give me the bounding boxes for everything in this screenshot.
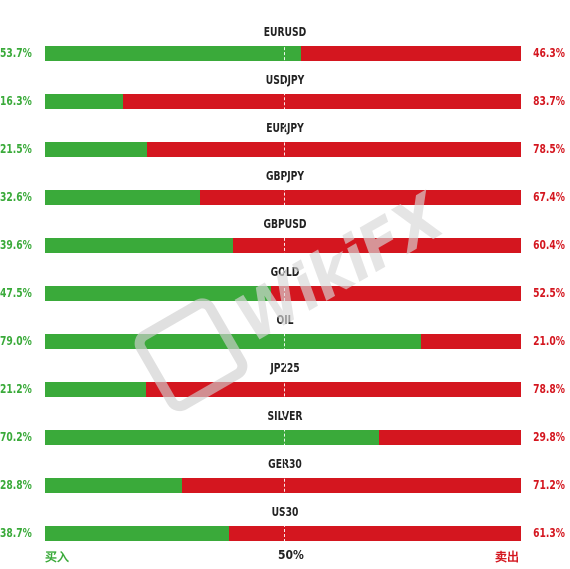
buy-percent-label: 21.5% bbox=[0, 142, 32, 156]
sell-percent-label: 60.4% bbox=[533, 238, 565, 252]
sell-bar bbox=[45, 430, 521, 445]
sell-bar bbox=[45, 142, 521, 157]
buy-bar bbox=[45, 286, 272, 301]
buy-percent-label: 32.6% bbox=[0, 190, 32, 204]
buy-bar bbox=[45, 430, 380, 445]
buy-percent-label: 28.8% bbox=[0, 478, 32, 492]
category-label: US30 bbox=[271, 505, 299, 519]
buy-bar bbox=[45, 94, 123, 109]
buy-percent-label: 38.7% bbox=[0, 526, 32, 540]
category-label: EURJPY bbox=[266, 121, 304, 135]
category-label: SILVER bbox=[267, 409, 303, 423]
buy-percent-label: 47.5% bbox=[0, 286, 32, 300]
category-label: GER30 bbox=[268, 457, 302, 471]
sell-percent-label: 71.2% bbox=[533, 478, 565, 492]
sell-percent-label: 83.7% bbox=[533, 94, 565, 108]
buy-bar bbox=[45, 142, 148, 157]
buy-bar bbox=[45, 526, 230, 541]
buy-bar bbox=[45, 334, 422, 349]
sell-percent-label: 67.4% bbox=[533, 190, 565, 204]
category-label: USDJPY bbox=[265, 73, 305, 87]
buy-percent-label: 21.2% bbox=[0, 382, 32, 396]
sell-bar bbox=[45, 190, 521, 205]
buy-bar bbox=[45, 190, 201, 205]
buy-bar bbox=[45, 46, 301, 61]
footer-sell-label: 卖出 bbox=[495, 550, 520, 564]
buy-bar bbox=[45, 238, 234, 253]
buy-percent-label: 70.2% bbox=[0, 430, 32, 444]
buy-bar bbox=[45, 478, 183, 493]
sell-percent-label: 29.8% bbox=[533, 430, 565, 444]
footer-mid-label: 50% bbox=[278, 548, 304, 562]
sell-percent-label: 61.3% bbox=[533, 526, 565, 540]
sell-bar bbox=[45, 478, 521, 493]
sell-percent-label: 78.8% bbox=[533, 382, 565, 396]
category-label: GBPUSD bbox=[263, 217, 307, 231]
buy-bar bbox=[45, 382, 146, 397]
sell-percent-label: 52.5% bbox=[533, 286, 565, 300]
sell-percent-label: 46.3% bbox=[533, 46, 565, 60]
buy-percent-label: 39.6% bbox=[0, 238, 32, 252]
buy-percent-label: 79.0% bbox=[0, 334, 32, 348]
sell-bar bbox=[45, 238, 521, 253]
category-label: GBPJPY bbox=[265, 169, 305, 183]
sell-bar bbox=[45, 334, 521, 349]
buy-percent-label: 53.7% bbox=[0, 46, 32, 60]
category-label: JP225 bbox=[270, 361, 300, 375]
sell-bar bbox=[45, 94, 521, 109]
buy-percent-label: 16.3% bbox=[0, 94, 32, 108]
sell-percent-label: 78.5% bbox=[533, 142, 565, 156]
footer-buy-label: 买入 bbox=[45, 550, 70, 564]
sell-bar bbox=[45, 526, 521, 541]
sell-bar bbox=[45, 286, 521, 301]
sell-bar bbox=[45, 382, 521, 397]
category-label: EURUSD bbox=[263, 25, 307, 39]
sell-percent-label: 21.0% bbox=[533, 334, 565, 348]
midline-50 bbox=[284, 22, 285, 547]
sell-bar bbox=[45, 46, 521, 61]
